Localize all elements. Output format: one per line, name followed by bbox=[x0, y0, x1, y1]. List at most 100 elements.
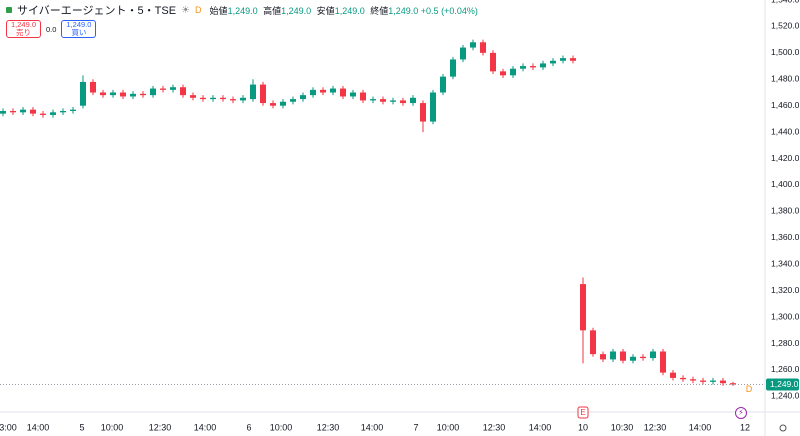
x-tick-label: 12 bbox=[740, 422, 750, 432]
x-tick-label: 5 bbox=[79, 422, 84, 432]
last-price-label: 1,249.0 bbox=[770, 379, 799, 389]
candle-body bbox=[200, 97, 206, 100]
candle-body bbox=[290, 99, 296, 102]
x-tick-label: 14:00 bbox=[361, 422, 384, 432]
candle-body bbox=[580, 284, 586, 331]
candle-body bbox=[90, 81, 96, 93]
candle-body bbox=[10, 110, 16, 113]
y-tick-label: 1,320.0 bbox=[771, 285, 800, 295]
candle-body bbox=[140, 93, 146, 96]
ohlc-value: 1,249.0 bbox=[388, 5, 419, 16]
candle-body bbox=[670, 372, 676, 378]
candle-body bbox=[300, 95, 306, 100]
y-tick-label: 1,460.0 bbox=[771, 100, 800, 110]
x-tick-label: 14:00 bbox=[689, 422, 712, 432]
last-price-box bbox=[766, 378, 799, 391]
event-icon bbox=[735, 407, 747, 419]
candle-body bbox=[210, 97, 216, 100]
icon bbox=[6, 7, 12, 13]
candle-body bbox=[170, 87, 176, 90]
candle-body bbox=[500, 71, 506, 76]
buy-button[interactable]: 1,249.0 買い bbox=[61, 20, 97, 38]
candle-body bbox=[630, 356, 636, 361]
candle-body bbox=[620, 351, 626, 361]
candle-body bbox=[410, 97, 416, 104]
candle-body bbox=[470, 42, 476, 48]
y-tick-label: 1,480.0 bbox=[771, 74, 800, 84]
candle-body bbox=[320, 89, 326, 93]
candle-body bbox=[280, 101, 286, 106]
candle-body bbox=[240, 97, 246, 101]
candle-body bbox=[70, 109, 76, 111]
y-tick-label: 1,360.0 bbox=[771, 232, 800, 242]
candle-body bbox=[440, 76, 446, 93]
candle-body bbox=[350, 92, 356, 97]
x-tick-label: 10:00 bbox=[437, 422, 460, 432]
symbol[interactable]: サイバーエージェント・5・TSE bbox=[17, 5, 177, 17]
candle-body bbox=[110, 92, 116, 96]
candle-body bbox=[310, 89, 316, 96]
candle-body bbox=[610, 351, 616, 360]
candle-body bbox=[710, 380, 716, 382]
y-tick-label: 1,520.0 bbox=[771, 21, 800, 31]
x-tick-label: 10:00 bbox=[270, 422, 293, 432]
candle-body bbox=[100, 92, 106, 96]
candle-body bbox=[50, 112, 56, 115]
candle-body bbox=[60, 110, 66, 113]
candle-body bbox=[530, 66, 536, 68]
candle-body bbox=[450, 59, 456, 77]
candle-body bbox=[660, 351, 666, 373]
candle-body bbox=[540, 63, 546, 68]
candle-body bbox=[480, 42, 486, 53]
candle-body bbox=[400, 100, 406, 104]
candle-body bbox=[430, 92, 436, 122]
candle-body bbox=[370, 99, 376, 101]
candle-body bbox=[340, 88, 346, 97]
x-tick-label: 14:00 bbox=[194, 422, 217, 432]
status: D bbox=[195, 5, 202, 15]
candle-body bbox=[460, 47, 466, 60]
candle-body bbox=[590, 330, 596, 355]
candle-body bbox=[180, 87, 186, 96]
y-tick-label: 1,260.0 bbox=[771, 364, 800, 374]
ohlc-value: 1,249.0 bbox=[281, 5, 312, 16]
y-tick-label: 1,280.0 bbox=[771, 338, 800, 348]
ohlc-value: 1,249.0 bbox=[227, 5, 258, 16]
sell-button[interactable]: 1,249.0 売り bbox=[6, 20, 41, 38]
x-tick-label: 7 bbox=[413, 422, 418, 432]
candle-body bbox=[570, 58, 576, 61]
x-tick-label: 12:30 bbox=[644, 422, 667, 432]
candle-body bbox=[270, 103, 276, 106]
trade-row: 1,249.0 売り 0.0 1,249.0 買い bbox=[6, 20, 478, 38]
candle-body bbox=[160, 88, 166, 90]
x-tick-label: 12:30 bbox=[149, 422, 172, 432]
candle-body bbox=[600, 354, 606, 360]
candle-body bbox=[250, 84, 256, 100]
candle-body bbox=[30, 109, 36, 114]
change: +0.5 (+0.04%) bbox=[420, 5, 478, 16]
y-tick-label: 1,500.0 bbox=[771, 47, 800, 57]
candle-body bbox=[420, 103, 426, 122]
x-tick-label: 6 bbox=[246, 422, 251, 432]
x-tick-label: 14:00 bbox=[27, 422, 50, 432]
price: 1,249.0 bbox=[66, 20, 92, 29]
earnings-marker: E bbox=[580, 408, 585, 417]
candle-body bbox=[20, 109, 26, 113]
candle-body bbox=[690, 379, 696, 381]
x-tick-label: 10:00 bbox=[101, 422, 124, 432]
candle-body bbox=[490, 52, 496, 72]
candle-body bbox=[0, 110, 6, 114]
y-tick-label: 1,380.0 bbox=[771, 206, 800, 216]
price: 1,249.0 bbox=[10, 20, 37, 29]
ohlc-label: 終値 bbox=[370, 5, 389, 16]
y-tick-label: 1,440.0 bbox=[771, 126, 800, 136]
candle-body bbox=[680, 377, 686, 380]
label: 買い bbox=[71, 28, 87, 37]
candle-body bbox=[510, 68, 516, 76]
settings-icon bbox=[779, 424, 787, 432]
candle-body bbox=[380, 99, 386, 102]
candle-body bbox=[390, 100, 396, 102]
candle-body bbox=[650, 351, 656, 359]
